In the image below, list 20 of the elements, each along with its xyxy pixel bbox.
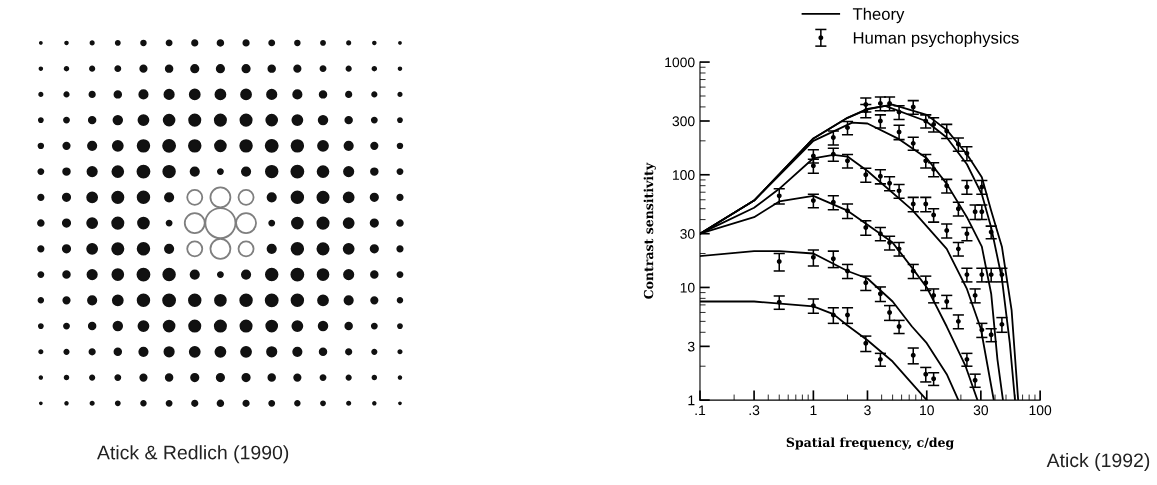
text: Atick (1992) xyxy=(1046,452,1150,472)
y-tick-label: 10 xyxy=(680,282,695,293)
x-tick-label: 3 xyxy=(864,405,871,416)
y-tick-label: 100 xyxy=(673,170,695,180)
legend-label: Theory xyxy=(852,7,905,24)
y-tick-label: 1000 xyxy=(665,57,695,68)
x-tick-label: .1 xyxy=(695,405,706,416)
x-tick-label: 100 xyxy=(1029,405,1052,416)
y-tick-label: 1 xyxy=(688,395,695,406)
x-tick-label: 10 xyxy=(920,405,934,416)
legend-label: Human psychophysics xyxy=(853,31,1019,48)
y-tick-label: 30 xyxy=(680,229,695,239)
y-tick-label: 3 xyxy=(687,341,695,352)
x-tick-label: 1 xyxy=(810,405,817,416)
text: Atick & Redlich (1990) xyxy=(97,445,289,464)
x-tick-label: 30 xyxy=(973,405,989,416)
y-tick-label: 300 xyxy=(672,116,695,127)
x-axis-title: Spatial frequency, c/deg xyxy=(786,437,954,450)
x-tick-label: .3 xyxy=(749,405,760,416)
y-axis-title: Contrast sensitivity xyxy=(643,162,656,299)
